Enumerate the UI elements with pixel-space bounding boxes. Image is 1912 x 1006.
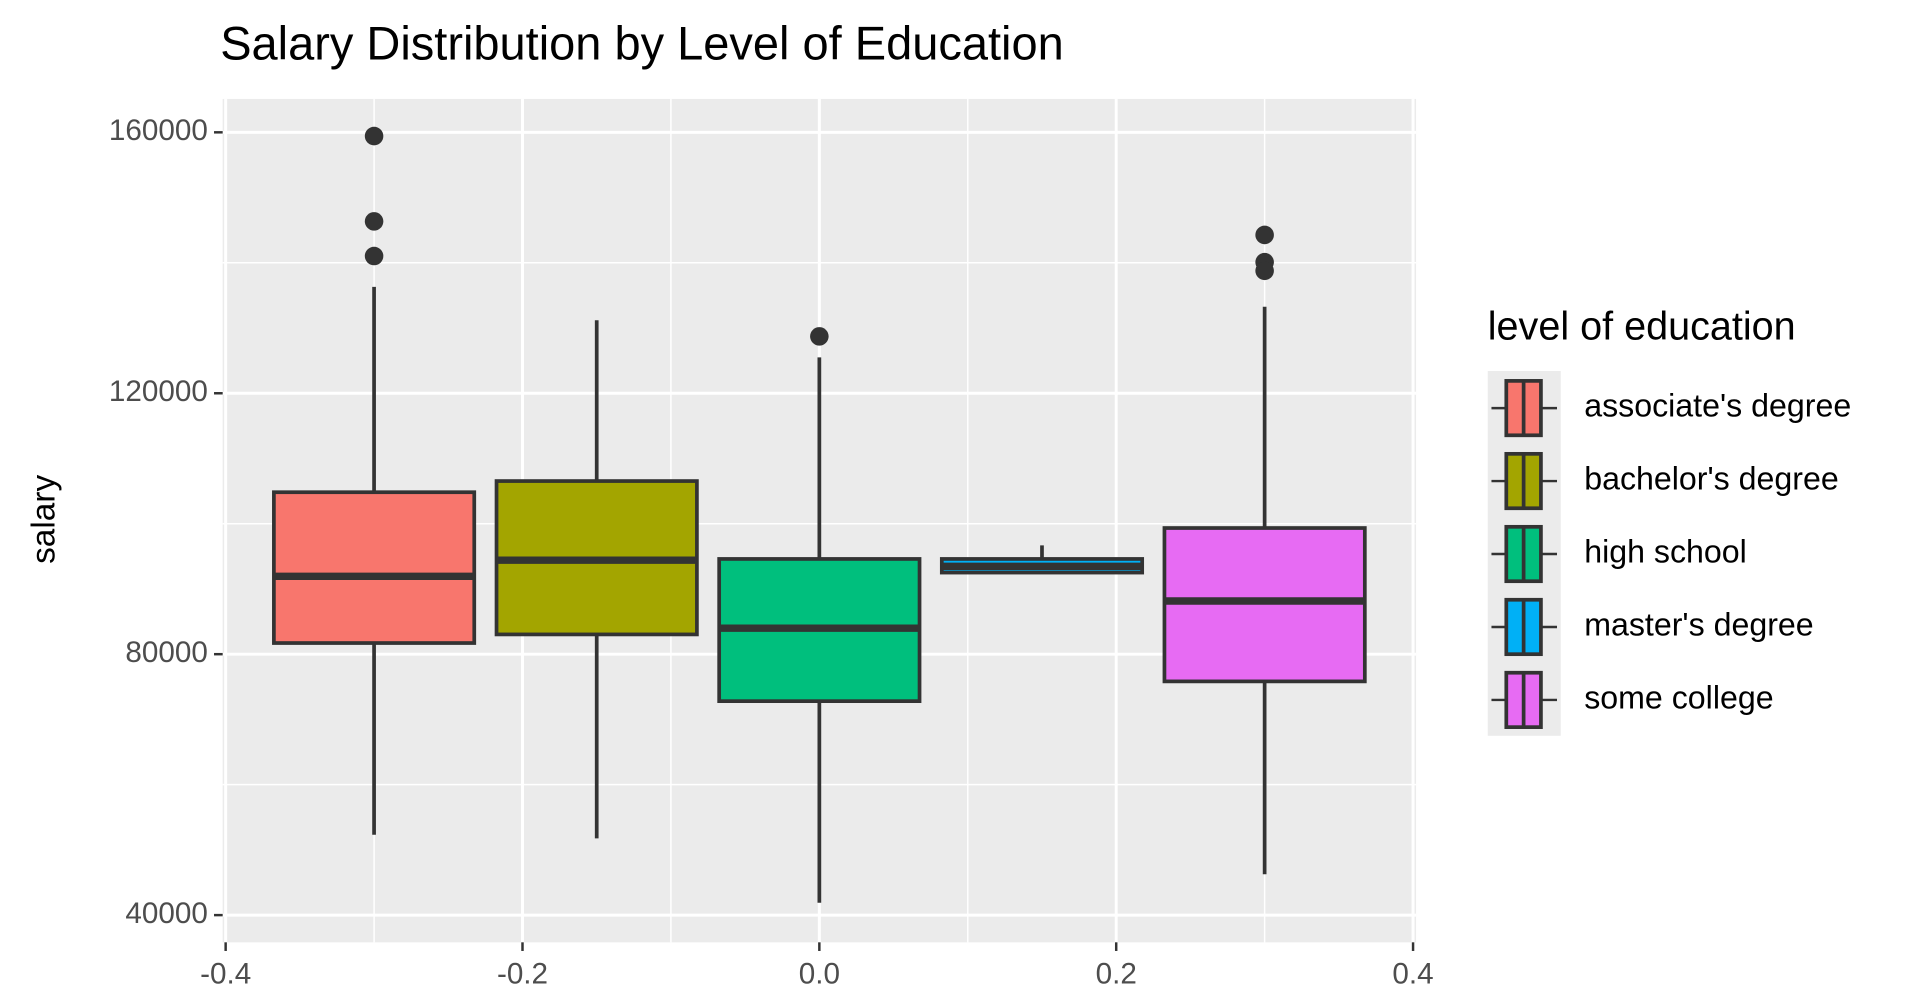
legend-label: master's degree xyxy=(1584,606,1813,642)
box xyxy=(272,490,477,645)
outlier xyxy=(810,327,829,346)
legend-label: high school xyxy=(1584,534,1747,570)
legend-label: some college xyxy=(1584,679,1773,715)
outlier xyxy=(364,126,384,146)
outlier xyxy=(1255,225,1274,245)
x-tick-label: 0.4 xyxy=(1392,958,1433,991)
chart-title: Salary Distribution by Level of Educatio… xyxy=(220,16,1064,69)
x-tick-label: 0.2 xyxy=(1096,958,1137,991)
outlier xyxy=(364,212,384,231)
outlier xyxy=(1255,261,1274,281)
legend-label: bachelor's degree xyxy=(1584,461,1839,497)
x-tick-label: -0.4 xyxy=(200,958,251,991)
y-axis-label: salary xyxy=(26,475,63,564)
x-tick-label: -0.2 xyxy=(497,958,548,991)
y-tick-label: 40000 xyxy=(125,897,207,930)
y-tick-label: 120000 xyxy=(109,375,208,408)
x-tick-label: 0.0 xyxy=(799,958,840,991)
legend-title: level of education xyxy=(1488,304,1796,348)
outlier xyxy=(364,246,384,266)
legend-label: associate's degree xyxy=(1584,388,1851,424)
y-tick-label: 160000 xyxy=(109,114,208,147)
y-tick-label: 80000 xyxy=(125,636,207,669)
